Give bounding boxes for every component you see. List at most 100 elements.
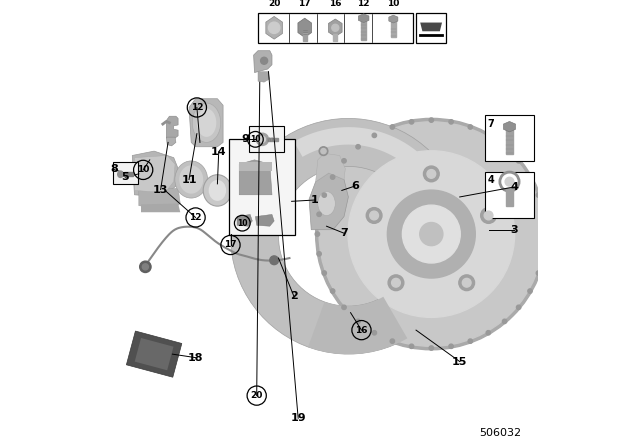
Circle shape xyxy=(459,275,474,291)
Circle shape xyxy=(543,232,547,236)
Circle shape xyxy=(427,169,436,178)
Circle shape xyxy=(429,346,433,350)
Bar xyxy=(333,34,337,41)
Circle shape xyxy=(449,344,453,349)
Polygon shape xyxy=(134,155,175,193)
Polygon shape xyxy=(309,173,348,230)
Circle shape xyxy=(316,118,547,350)
Ellipse shape xyxy=(209,180,226,201)
Circle shape xyxy=(270,256,278,265)
Circle shape xyxy=(390,125,394,129)
Polygon shape xyxy=(237,215,252,226)
Circle shape xyxy=(516,159,521,163)
FancyBboxPatch shape xyxy=(229,139,295,235)
Circle shape xyxy=(322,193,326,197)
FancyBboxPatch shape xyxy=(113,163,138,184)
Text: 10: 10 xyxy=(387,0,399,9)
Text: 16: 16 xyxy=(355,326,368,335)
Text: 12: 12 xyxy=(357,0,370,9)
Polygon shape xyxy=(230,118,451,354)
Circle shape xyxy=(342,159,346,163)
Circle shape xyxy=(372,133,376,138)
Text: 16: 16 xyxy=(329,0,342,9)
Circle shape xyxy=(392,278,401,287)
Circle shape xyxy=(269,22,280,34)
Circle shape xyxy=(330,289,335,293)
Circle shape xyxy=(410,120,413,124)
Ellipse shape xyxy=(196,108,216,137)
Polygon shape xyxy=(189,99,223,147)
Text: 17: 17 xyxy=(298,0,311,9)
Circle shape xyxy=(484,211,493,220)
Text: 10: 10 xyxy=(237,219,248,228)
FancyBboxPatch shape xyxy=(416,13,446,43)
Bar xyxy=(506,188,513,206)
Circle shape xyxy=(332,24,339,31)
Text: 12: 12 xyxy=(191,103,203,112)
Polygon shape xyxy=(132,151,178,197)
Circle shape xyxy=(321,148,326,154)
Polygon shape xyxy=(328,19,342,37)
Circle shape xyxy=(366,207,382,224)
Circle shape xyxy=(387,190,476,278)
Polygon shape xyxy=(166,137,176,146)
Circle shape xyxy=(256,133,269,146)
Polygon shape xyxy=(258,72,269,82)
Circle shape xyxy=(322,271,326,275)
Circle shape xyxy=(502,145,507,149)
Ellipse shape xyxy=(192,103,221,142)
Circle shape xyxy=(541,252,546,256)
Polygon shape xyxy=(294,127,432,177)
Polygon shape xyxy=(141,203,180,212)
Polygon shape xyxy=(166,116,178,138)
Circle shape xyxy=(528,289,532,293)
Circle shape xyxy=(260,57,268,64)
Text: 14: 14 xyxy=(211,147,227,157)
Circle shape xyxy=(142,264,148,270)
Bar xyxy=(506,127,513,154)
Circle shape xyxy=(486,133,490,138)
Text: 7: 7 xyxy=(340,228,348,238)
Text: 10: 10 xyxy=(250,135,260,144)
Text: 506032: 506032 xyxy=(479,428,521,439)
Ellipse shape xyxy=(117,170,124,178)
Circle shape xyxy=(516,305,521,310)
Bar xyxy=(391,19,396,37)
Text: 7: 7 xyxy=(488,119,495,129)
Circle shape xyxy=(319,147,328,155)
Polygon shape xyxy=(266,17,282,39)
Circle shape xyxy=(541,212,546,216)
Circle shape xyxy=(317,212,321,216)
Text: 18: 18 xyxy=(188,353,204,362)
Polygon shape xyxy=(298,18,312,37)
Circle shape xyxy=(486,331,490,335)
Polygon shape xyxy=(308,297,407,354)
Circle shape xyxy=(420,223,443,246)
Polygon shape xyxy=(316,153,346,182)
Circle shape xyxy=(315,232,319,236)
Polygon shape xyxy=(389,15,398,23)
Ellipse shape xyxy=(318,191,335,215)
Text: 8: 8 xyxy=(110,164,118,174)
Circle shape xyxy=(356,319,360,323)
Circle shape xyxy=(505,177,514,186)
Circle shape xyxy=(481,207,497,224)
Circle shape xyxy=(330,175,335,179)
Text: 11: 11 xyxy=(181,175,196,185)
Text: 12: 12 xyxy=(189,213,202,222)
Circle shape xyxy=(356,145,360,149)
Polygon shape xyxy=(420,22,442,31)
Ellipse shape xyxy=(204,175,232,206)
Circle shape xyxy=(390,339,394,343)
FancyBboxPatch shape xyxy=(484,115,534,161)
Bar xyxy=(303,33,307,41)
Circle shape xyxy=(528,175,532,179)
Circle shape xyxy=(424,166,439,182)
Circle shape xyxy=(468,339,472,343)
Circle shape xyxy=(388,275,404,291)
Text: 3: 3 xyxy=(511,225,518,235)
Circle shape xyxy=(342,305,346,310)
Ellipse shape xyxy=(179,165,204,194)
Polygon shape xyxy=(253,51,272,73)
Text: 19: 19 xyxy=(291,414,306,423)
